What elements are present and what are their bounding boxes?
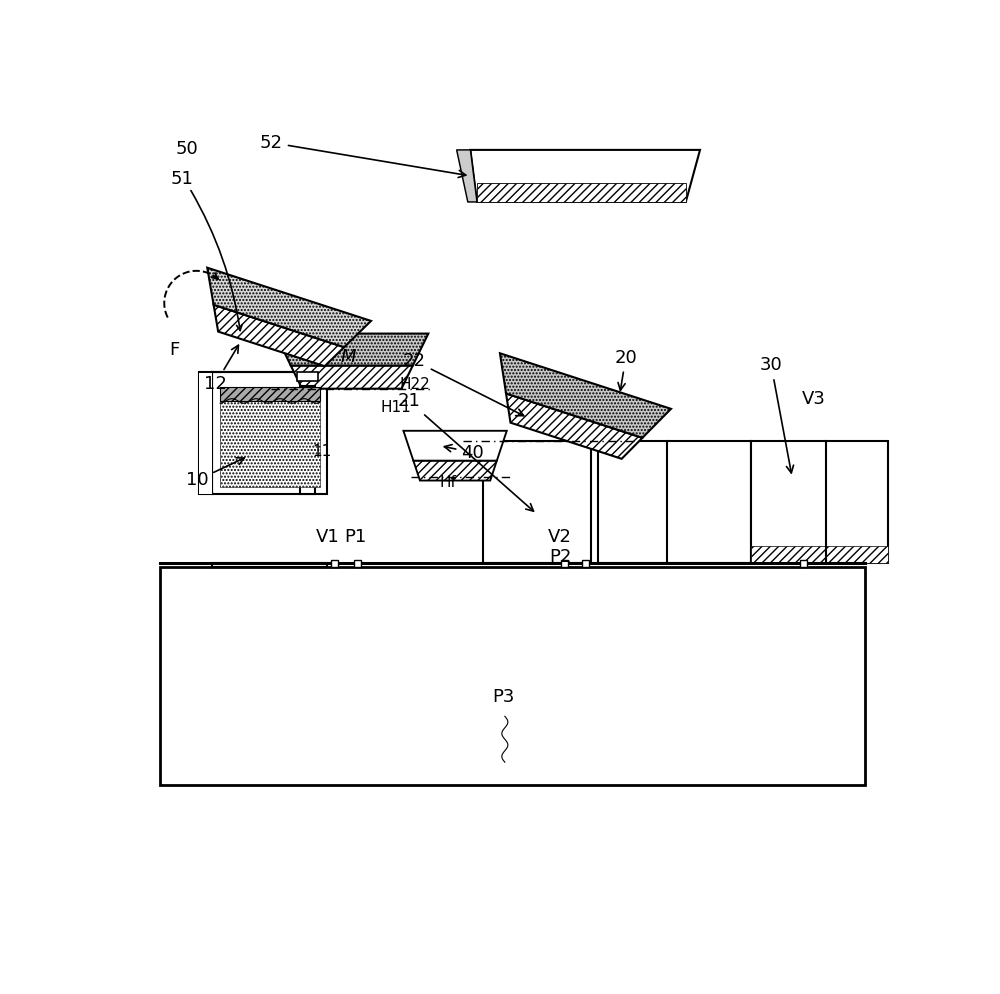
Text: 22: 22 bbox=[403, 352, 524, 415]
Polygon shape bbox=[403, 430, 507, 460]
Text: 30: 30 bbox=[760, 356, 794, 473]
Polygon shape bbox=[457, 150, 477, 202]
Bar bbox=[300, 386, 315, 494]
Text: P2: P2 bbox=[549, 548, 571, 566]
Text: 12: 12 bbox=[204, 345, 238, 393]
Text: P1: P1 bbox=[344, 528, 367, 546]
Text: 11: 11 bbox=[312, 444, 331, 459]
Text: 50: 50 bbox=[176, 140, 199, 158]
Text: H11: H11 bbox=[381, 400, 412, 414]
Bar bbox=[212, 372, 327, 494]
Bar bbox=[751, 440, 888, 564]
Bar bbox=[582, 560, 589, 567]
Text: V2: V2 bbox=[548, 528, 572, 546]
Polygon shape bbox=[500, 353, 671, 437]
Bar bbox=[220, 401, 320, 487]
Text: H22: H22 bbox=[399, 377, 430, 392]
Text: M: M bbox=[340, 348, 356, 366]
Bar bbox=[220, 388, 320, 402]
Text: 10: 10 bbox=[186, 458, 244, 489]
Text: 52: 52 bbox=[260, 133, 466, 178]
Polygon shape bbox=[506, 394, 642, 459]
Text: 51: 51 bbox=[170, 170, 193, 188]
Bar bbox=[751, 547, 888, 564]
Polygon shape bbox=[413, 460, 497, 480]
Bar bbox=[297, 372, 318, 381]
Text: V1: V1 bbox=[315, 528, 339, 546]
Bar bbox=[598, 440, 751, 564]
Bar bbox=[354, 560, 361, 567]
Polygon shape bbox=[214, 305, 344, 366]
Bar bbox=[160, 567, 865, 785]
Bar bbox=[800, 560, 807, 567]
Polygon shape bbox=[275, 334, 428, 366]
Text: F: F bbox=[169, 341, 179, 359]
Polygon shape bbox=[207, 267, 371, 347]
Polygon shape bbox=[470, 150, 700, 202]
Text: V3: V3 bbox=[802, 390, 826, 408]
Bar bbox=[561, 560, 568, 567]
Text: Hf: Hf bbox=[440, 475, 457, 490]
Bar bbox=[331, 560, 338, 567]
Polygon shape bbox=[477, 183, 686, 202]
Bar bbox=[199, 373, 212, 494]
Polygon shape bbox=[291, 366, 413, 389]
Text: 20: 20 bbox=[614, 349, 637, 391]
Bar bbox=[212, 564, 327, 567]
Bar bbox=[483, 440, 591, 564]
Text: 40: 40 bbox=[444, 443, 484, 461]
Bar bbox=[199, 372, 212, 494]
Text: P3: P3 bbox=[492, 689, 515, 707]
Text: 21: 21 bbox=[398, 393, 534, 511]
